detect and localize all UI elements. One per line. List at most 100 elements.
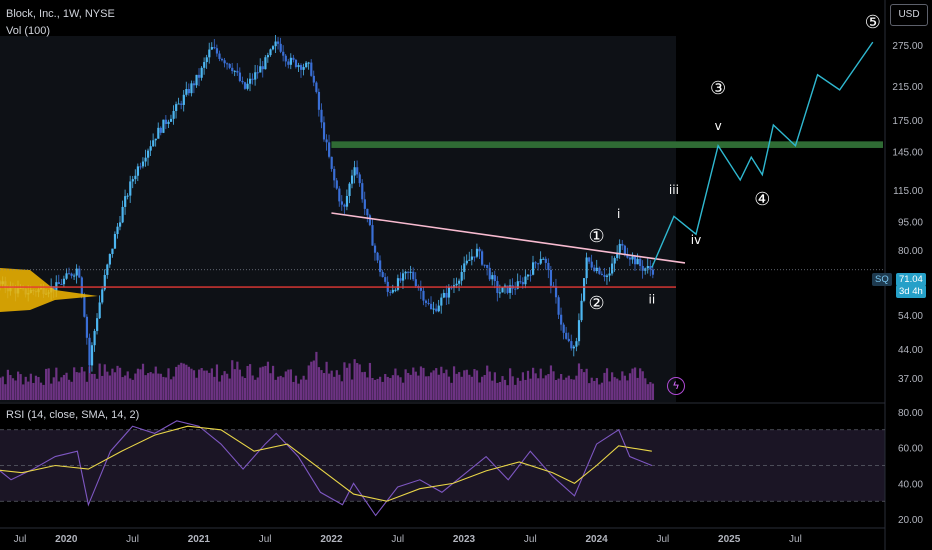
time-axis-label: 2025 xyxy=(718,534,741,545)
volume-bar xyxy=(595,377,598,400)
candle-body xyxy=(282,51,285,56)
candle-body xyxy=(458,280,461,284)
candle-body xyxy=(532,262,535,275)
volume-bar xyxy=(228,378,231,400)
candle-body xyxy=(274,41,277,47)
candle-body xyxy=(598,267,601,274)
candle-body xyxy=(544,258,547,263)
candle-body xyxy=(371,225,374,246)
volume-bar xyxy=(1,376,4,400)
volume-bar xyxy=(34,375,38,400)
volume-bar xyxy=(399,377,402,400)
candle-body xyxy=(210,47,213,50)
lightning-icon[interactable]: ϟ xyxy=(667,377,685,395)
volume-bar xyxy=(113,372,117,400)
volume-bar xyxy=(503,379,507,400)
volume-bar xyxy=(47,368,50,400)
volume-bar xyxy=(417,375,420,400)
candle-body xyxy=(537,263,540,265)
candle-body xyxy=(389,291,392,293)
volume-bar xyxy=(32,382,35,400)
candle-body xyxy=(506,285,509,293)
candle-body xyxy=(577,320,581,342)
volume-bar xyxy=(93,373,96,400)
volume-bar xyxy=(611,372,614,400)
candle-body xyxy=(539,258,542,264)
price-axis-label: 95.00 xyxy=(898,218,923,229)
candle-body xyxy=(147,150,150,158)
volume-bar xyxy=(312,360,315,400)
wave-label: i xyxy=(617,207,620,221)
candle-body xyxy=(200,67,203,78)
volume-bar xyxy=(284,371,287,400)
candle-body xyxy=(333,168,336,181)
volume-bar xyxy=(524,379,527,400)
volume-bar xyxy=(414,371,417,400)
volume-bar xyxy=(223,371,226,400)
candle-body xyxy=(649,266,652,270)
candle-body xyxy=(407,271,410,273)
candle-body xyxy=(172,110,175,119)
volume-bar xyxy=(483,375,486,400)
candle-body xyxy=(343,204,346,207)
volume-bar xyxy=(124,375,127,400)
candle-body xyxy=(113,234,117,249)
volume-bar xyxy=(200,368,203,400)
volume-bar xyxy=(205,370,208,400)
volume-bar xyxy=(373,379,377,400)
volume-bar xyxy=(603,372,606,400)
candle-body xyxy=(144,157,147,162)
volume-bar xyxy=(195,377,198,400)
volume-bar xyxy=(361,372,364,400)
currency-button[interactable]: USD xyxy=(890,4,928,26)
candle-body xyxy=(526,274,530,277)
candle-body xyxy=(521,282,525,285)
candle-body xyxy=(129,181,132,196)
candle-body xyxy=(233,70,236,72)
volume-bar xyxy=(96,378,99,400)
volume-bar xyxy=(126,371,129,400)
candle-body xyxy=(226,63,229,65)
candle-body xyxy=(251,78,254,80)
volume-bar xyxy=(432,370,435,400)
trendline xyxy=(331,212,686,264)
candle-body xyxy=(266,55,270,58)
candle-body xyxy=(124,196,127,207)
volume-bar xyxy=(481,376,484,400)
candle-body xyxy=(486,264,489,268)
candle-body xyxy=(243,82,247,89)
volume-bar xyxy=(310,361,313,400)
volume-bar xyxy=(401,382,405,400)
volume-bar xyxy=(639,368,642,400)
candle-body xyxy=(376,252,379,261)
volume-bar xyxy=(256,377,259,400)
volume-bar xyxy=(409,374,412,400)
candle-body xyxy=(241,81,244,83)
volume-bar xyxy=(254,379,257,400)
volume-bar xyxy=(180,362,183,400)
candle-body xyxy=(488,267,491,280)
price-axis-label: 275.00 xyxy=(892,41,923,52)
candle-body xyxy=(111,248,114,254)
candle-body xyxy=(651,269,655,275)
candle-body xyxy=(552,285,555,287)
candle-body xyxy=(67,273,71,275)
candle-body xyxy=(384,277,387,282)
volume-bar xyxy=(381,381,384,400)
candle-body xyxy=(639,258,642,266)
candle-body xyxy=(70,273,73,276)
volume-bar xyxy=(447,376,451,400)
candle-body xyxy=(315,82,318,92)
candle-body xyxy=(565,332,568,339)
volume-bar xyxy=(470,376,474,400)
candle-body xyxy=(93,330,96,346)
volume-bars xyxy=(0,351,655,400)
candle-body xyxy=(560,314,563,325)
volume-bar xyxy=(226,373,229,400)
volume-bar xyxy=(60,377,63,400)
candle-body xyxy=(340,201,343,205)
volume-bar xyxy=(294,375,298,400)
volume-bar xyxy=(407,372,410,400)
candle-body xyxy=(409,271,412,273)
